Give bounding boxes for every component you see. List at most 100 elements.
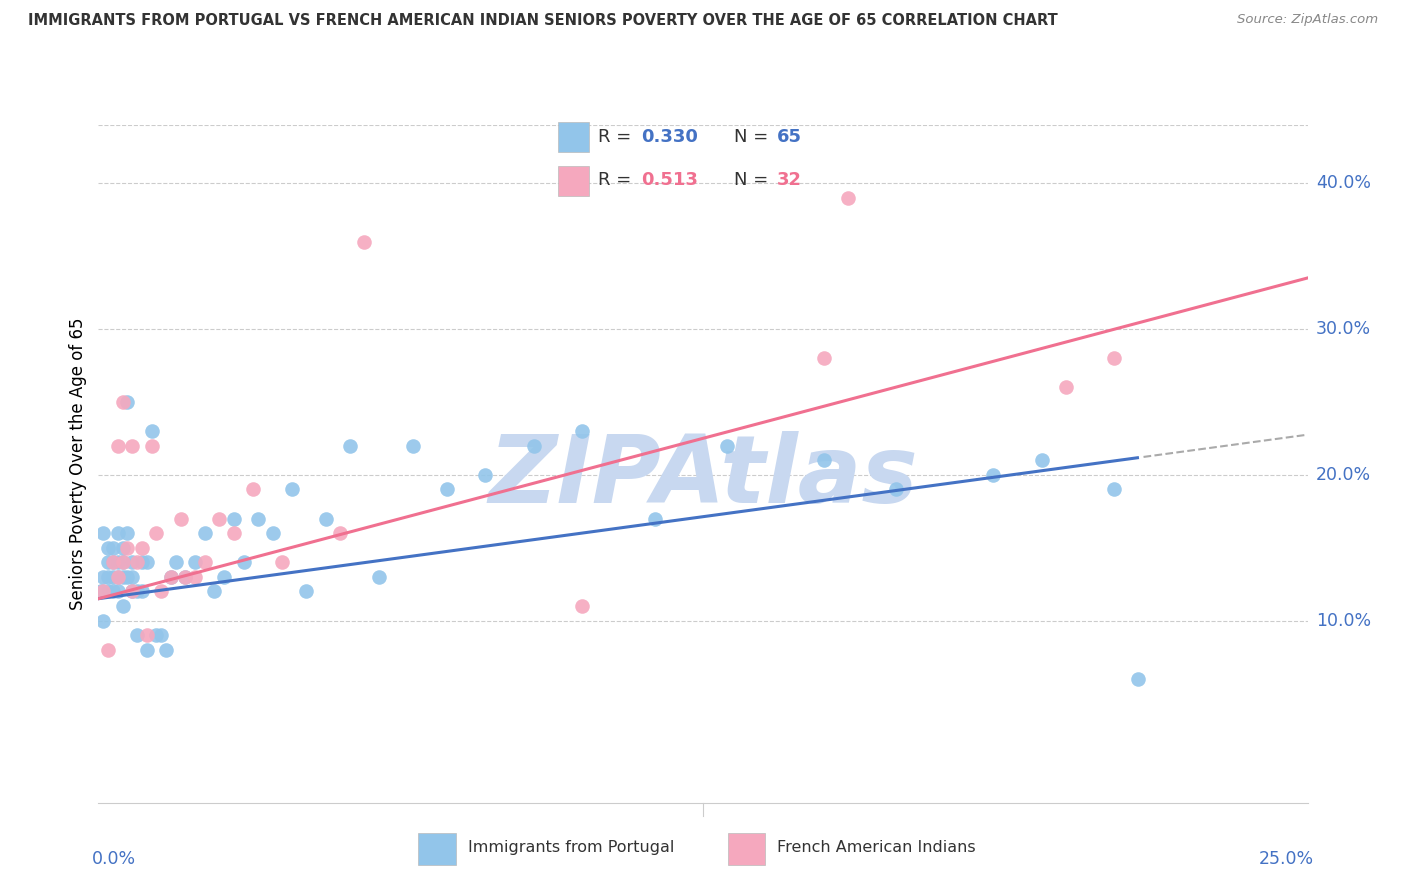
Point — [121, 570, 143, 584]
Point — [571, 424, 593, 438]
Text: 30.0%: 30.0% — [1316, 320, 1371, 338]
Point — [474, 467, 496, 482]
Point — [160, 570, 183, 584]
Point — [184, 555, 207, 569]
Point — [135, 628, 157, 642]
Text: 65: 65 — [778, 128, 803, 145]
Point — [121, 584, 143, 599]
Point — [97, 584, 120, 599]
Point — [644, 511, 666, 525]
Point — [1102, 483, 1125, 497]
Point — [1031, 453, 1053, 467]
Point — [571, 599, 593, 613]
Point — [295, 584, 318, 599]
Point — [1102, 351, 1125, 366]
Point — [1054, 380, 1077, 394]
Text: R =: R = — [598, 171, 637, 189]
Text: ZIPAtlas: ZIPAtlas — [488, 432, 918, 524]
Point — [886, 483, 908, 497]
Point — [150, 628, 173, 642]
Point — [194, 526, 217, 541]
Point — [127, 555, 149, 569]
FancyBboxPatch shape — [419, 833, 456, 865]
Point — [117, 570, 139, 584]
Point — [107, 570, 129, 584]
Point — [111, 570, 134, 584]
Point — [107, 584, 129, 599]
Point — [981, 467, 1004, 482]
Text: 0.513: 0.513 — [641, 171, 697, 189]
Point — [271, 555, 294, 569]
Text: N =: N = — [734, 128, 773, 145]
Point — [107, 439, 129, 453]
Point — [107, 570, 129, 584]
Text: 0.0%: 0.0% — [93, 850, 136, 868]
Point — [101, 584, 124, 599]
Point — [121, 439, 143, 453]
Text: 10.0%: 10.0% — [1316, 612, 1371, 630]
Point — [107, 526, 129, 541]
Point — [169, 511, 191, 525]
Point — [232, 555, 254, 569]
Point — [117, 526, 139, 541]
Point — [813, 351, 835, 366]
Point — [97, 570, 120, 584]
Point — [131, 584, 153, 599]
Point — [368, 570, 391, 584]
Point — [131, 555, 153, 569]
Point — [165, 555, 187, 569]
Point — [111, 555, 134, 569]
Point — [111, 541, 134, 555]
Point — [212, 570, 235, 584]
Point — [194, 555, 217, 569]
Point — [208, 511, 231, 525]
Point — [242, 483, 264, 497]
Text: N =: N = — [734, 171, 773, 189]
Point — [837, 191, 859, 205]
Point — [91, 526, 114, 541]
Point — [150, 584, 173, 599]
Point — [101, 555, 124, 569]
Point — [523, 439, 546, 453]
Point — [155, 642, 177, 657]
Point — [97, 541, 120, 555]
Point — [281, 483, 304, 497]
Point — [315, 511, 337, 525]
Point — [111, 555, 134, 569]
Point — [121, 555, 143, 569]
Point — [174, 570, 197, 584]
Text: IMMIGRANTS FROM PORTUGAL VS FRENCH AMERICAN INDIAN SENIORS POVERTY OVER THE AGE : IMMIGRANTS FROM PORTUGAL VS FRENCH AMERI… — [28, 13, 1057, 29]
Point — [813, 453, 835, 467]
Text: Immigrants from Portugal: Immigrants from Portugal — [468, 840, 675, 855]
Text: 0.330: 0.330 — [641, 128, 697, 145]
Point — [101, 541, 124, 555]
Point — [716, 439, 738, 453]
Point — [141, 439, 163, 453]
FancyBboxPatch shape — [728, 833, 765, 865]
Point — [127, 628, 149, 642]
Point — [339, 439, 361, 453]
Text: 20.0%: 20.0% — [1316, 466, 1371, 483]
Point — [111, 599, 134, 613]
Y-axis label: Seniors Poverty Over the Age of 65: Seniors Poverty Over the Age of 65 — [69, 318, 87, 610]
Point — [145, 526, 167, 541]
Point — [174, 570, 197, 584]
Text: 32: 32 — [778, 171, 803, 189]
Point — [101, 555, 124, 569]
Point — [402, 439, 425, 453]
Point — [262, 526, 284, 541]
Point — [329, 526, 352, 541]
Point — [111, 395, 134, 409]
Point — [135, 642, 157, 657]
Point — [91, 584, 114, 599]
Point — [131, 541, 153, 555]
Point — [117, 541, 139, 555]
Point — [107, 555, 129, 569]
Text: French American Indians: French American Indians — [778, 840, 976, 855]
FancyBboxPatch shape — [558, 122, 589, 152]
Point — [145, 628, 167, 642]
Text: 40.0%: 40.0% — [1316, 174, 1371, 192]
Point — [97, 555, 120, 569]
Point — [247, 511, 270, 525]
Point — [127, 584, 149, 599]
